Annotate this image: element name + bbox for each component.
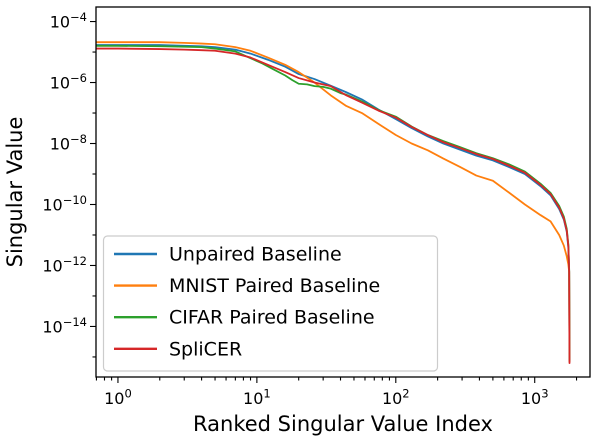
legend-label: Unpaired Baseline [169,244,342,266]
x-axis-label: Ranked Singular Value Index [193,412,493,436]
series-lines [96,41,571,364]
tick-labels: 100 101 102 103 10−4 10−6 10−8 10−10 10−12 10−14 [42,10,548,408]
series-line-splicer [96,47,571,364]
y-axis-label: Singular Value [3,117,27,268]
legend: Unpaired Baseline MNIST Paired Baseline CI… [102,235,439,372]
y-tick-label: 10−4 [50,10,87,31]
legend-box [102,235,439,372]
series-line-mnist-paired-baseline [96,41,571,363]
y-tick-label: 10−14 [42,315,87,336]
legend-item-mnist-paired-baseline: MNIST Paired Baseline [114,275,380,297]
legend-label: MNIST Paired Baseline [169,275,380,297]
legend-item-cifar-paired-baseline: CIFAR Paired Baseline [114,307,375,329]
legend-label: CIFAR Paired Baseline [169,307,375,329]
plot-border [95,6,591,378]
y-tick-label: 10−12 [42,254,87,275]
legend-item-unpaired-baseline: Unpaired Baseline [114,244,342,266]
x-tick-label: 103 [521,387,549,408]
y-tick-label: 10−10 [42,193,87,214]
x-tick-label: 100 [104,387,132,408]
y-tick-label: 10−8 [50,132,87,153]
legend-label: SpliCER [169,338,242,360]
x-tick-label: 101 [243,387,271,408]
legend-item-splicer: SpliCER [114,338,242,360]
y-tick-label: 10−6 [50,71,87,92]
x-tick-label: 102 [382,387,410,408]
